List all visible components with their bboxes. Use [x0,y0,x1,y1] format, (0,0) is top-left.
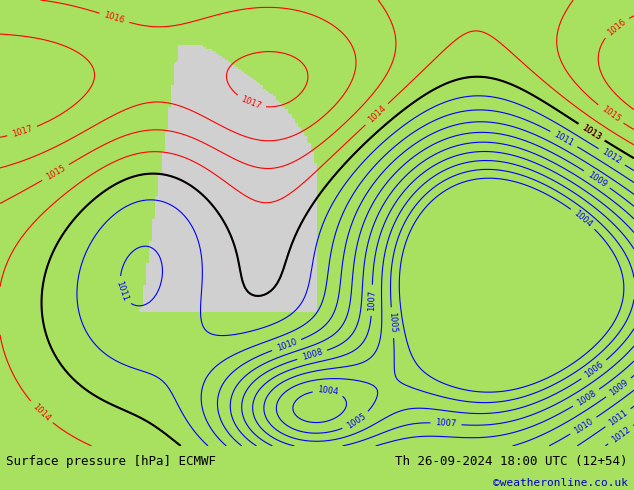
Text: 1016: 1016 [605,17,627,37]
Text: 1011: 1011 [607,408,629,428]
Text: 1005: 1005 [387,312,398,334]
Text: 1008: 1008 [301,347,323,362]
Text: 1011: 1011 [553,130,575,148]
Text: 1015: 1015 [44,163,67,182]
Text: 1017: 1017 [11,124,34,139]
Text: 1009: 1009 [586,170,608,189]
Text: 1007: 1007 [367,290,377,311]
Text: 1004: 1004 [317,386,339,397]
Text: 1012: 1012 [600,147,623,166]
Text: 1017: 1017 [240,95,262,111]
Text: 1014: 1014 [30,402,52,423]
Text: Surface pressure [hPa] ECMWF: Surface pressure [hPa] ECMWF [6,455,216,468]
Text: 1008: 1008 [575,389,597,407]
Text: 1007: 1007 [435,418,457,429]
Text: 1009: 1009 [607,378,630,397]
Text: 1016: 1016 [103,10,126,25]
Text: 1013: 1013 [580,122,603,142]
Text: 1013: 1013 [580,122,603,142]
Text: ©weatheronline.co.uk: ©weatheronline.co.uk [493,478,628,489]
Text: 1014: 1014 [366,104,387,125]
Text: 1012: 1012 [609,425,632,444]
Text: 1004: 1004 [572,209,594,229]
Text: 1010: 1010 [275,337,298,353]
Text: 1011: 1011 [114,280,130,303]
Text: 1006: 1006 [583,360,605,380]
Text: Th 26-09-2024 18:00 UTC (12+54): Th 26-09-2024 18:00 UTC (12+54) [395,455,628,468]
Text: 1005: 1005 [345,412,367,431]
Text: 1015: 1015 [600,104,622,124]
Text: 1010: 1010 [572,416,595,435]
